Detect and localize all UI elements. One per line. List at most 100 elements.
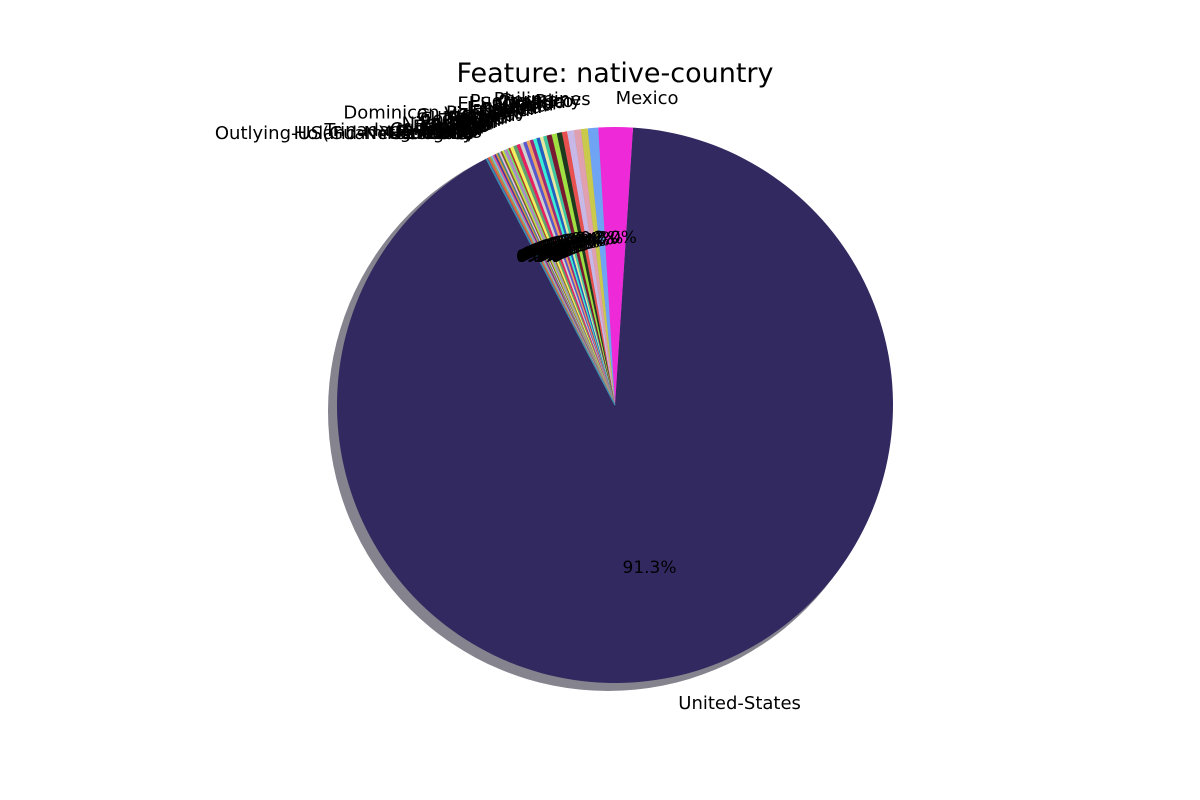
pie-category-label-nicaragua: Nicaragua (402, 113, 494, 134)
pie-category-label-thailand: Thailand (398, 122, 476, 143)
pie-category-label-outlying-us-guam-usvi-etc: Outlying-US(Guam-USVI-etc) (215, 123, 473, 144)
pie-percent-label-india: 0.3% (560, 232, 603, 252)
pie-slice-el-salvador (561, 131, 615, 405)
pie-category-label-jamaica: Jamaica (466, 98, 538, 119)
pie-category-label-yugoslavia: Yugoslavia (378, 123, 474, 144)
pie-slice-columbia (513, 145, 615, 405)
pie-category-label-guatemala: Guatemala (417, 105, 516, 126)
pie-slice-jamaica (543, 135, 615, 406)
pie-category-label-philippines: Philippines (494, 89, 591, 110)
pie-slice-philippines (587, 127, 615, 405)
pie-category-label-puerto-rico: Puerto-Rico (470, 91, 574, 112)
pie-percent-label-peru: 0.1% (526, 242, 569, 262)
pie-category-label-dominican-republic: Dominican-Republic (343, 102, 523, 123)
pie-category-label-china: China (479, 100, 530, 121)
pie-slice-nicaragua (503, 149, 615, 405)
pie-slice-guatemala (523, 141, 615, 405)
pie-slice-japan (519, 142, 615, 405)
pie-percent-label-japan: 0.2% (537, 238, 580, 258)
pie-slice-vietnam (526, 140, 615, 405)
pie-percent-label-laos: 0.1% (518, 246, 561, 266)
pie-percent-label-italy: 0.2% (545, 235, 588, 255)
pie-percent-label-taiwan: 0.2% (531, 240, 574, 260)
pie-category-label-el-salvador: El-Salvador (457, 93, 559, 114)
pie-category-label-india: India (509, 94, 553, 115)
pie-slice-united-states (337, 127, 893, 683)
pie-percent-label-layer: 91.3%2.0%0.6%0.4%0.4%0.4%0.3%0.3%0.3%0.3… (516, 228, 676, 578)
pie-percent-label-el-salvador: 0.3% (563, 231, 606, 251)
pie-slice-ecuador (497, 152, 615, 405)
pie-percent-label-cuba: 0.3% (557, 232, 600, 252)
pie-slice-cuba (551, 133, 615, 405)
pie-slice-france (500, 151, 615, 405)
pie-category-label-holand-netherlands: Holand-Netherlands (294, 123, 474, 144)
pie-category-label-mexico: Mexico (616, 88, 679, 109)
pie-slice-haiti (508, 147, 615, 405)
pie-percent-label-yugoslavia: 0.1% (517, 247, 560, 267)
pie-slice-puerto-rico (573, 129, 615, 405)
pie-percent-label-mexico: 2.0% (594, 228, 637, 248)
pie-percent-label-nicaragua: 0.1% (527, 242, 570, 262)
pie-percent-label-scotland: 0.0% (516, 247, 559, 267)
pie-slice-hong (494, 153, 615, 405)
pie-category-label-cambodia: Cambodia (390, 119, 481, 140)
pie-slice-laos (489, 156, 615, 405)
pie-category-label-england: England (469, 97, 542, 118)
pie-percent-label-philippines: 0.6% (580, 229, 623, 249)
pie-percent-label-guatemala: 0.2% (539, 237, 582, 257)
pie-slice-italy (532, 138, 615, 405)
pie-slice-mexico (598, 127, 634, 406)
pie-category-label-trinadad-tobago: Trinadad&Tobago (323, 120, 479, 141)
pie-category-label-layer: United-States Mexico PhilippinesGermanyPue… (215, 88, 801, 714)
pie-category-label-poland: Poland (448, 107, 508, 128)
pie-percent-label-greece: 0.1% (524, 243, 567, 263)
pie-percent-label-england: 0.3% (554, 233, 597, 253)
pie-category-label-haiti: Haiti (457, 111, 499, 132)
pie-percent-label-vietnam: 0.2% (541, 237, 584, 257)
pie-category-label-germany: Germany (498, 90, 581, 111)
pie-percent-label-china: 0.2% (547, 235, 590, 255)
pie-category-label-cuba: Cuba (502, 96, 548, 117)
pie-percent-label-thailand: 0.1% (518, 246, 561, 266)
pie-percent-label-canada: 0.4% (567, 230, 610, 250)
pie-slice-trinadad-tobago (490, 155, 615, 405)
pie-slice-germany (580, 128, 615, 405)
pie-percent-label-cambodia: 0.1% (520, 245, 563, 265)
pie-percent-label-hong: 0.1% (521, 245, 564, 265)
pie-category-label-laos: Laos (436, 121, 477, 142)
pie-category-label-ecuador: Ecuador (413, 117, 487, 138)
pie-slice-poland (516, 143, 615, 405)
pie-slice-peru (501, 150, 615, 405)
pie-slice-dominican-republic (529, 139, 615, 405)
pie-slice-cambodia (492, 154, 615, 405)
pie-category-label-ireland: Ireland (422, 117, 484, 138)
pie-category-label-hungary: Hungary (396, 123, 473, 144)
pie-slice-greece (498, 151, 615, 405)
pie-category-label-portugal: Portugal (420, 113, 495, 134)
pie-category-label-honduras: Honduras (387, 123, 474, 144)
pie-percent-label-france: 0.1% (525, 243, 568, 263)
pie-percent-label-jamaica: 0.2% (551, 234, 594, 254)
pie-category-label-columbia: Columbia (420, 109, 505, 130)
pie-percent-label-outlying-us-guam-usvi-etc: 0.0% (516, 247, 559, 267)
pie-percent-label-holand-netherlands: 0.0% (516, 247, 559, 267)
pie-slice-canada (566, 130, 615, 406)
chart-title: Feature: native-country (456, 58, 774, 89)
pie-percent-label-germany: 0.4% (575, 229, 618, 249)
pie-slice-china (536, 137, 615, 406)
pie-slice-south (539, 136, 615, 405)
pie-percent-label-poland: 0.2% (535, 239, 578, 259)
pie-percent-label-united-states: 91.3% (623, 558, 677, 578)
pie-slice-layer (337, 127, 893, 683)
pie-percent-label-trinadad-tobago: 0.1% (519, 246, 562, 266)
pie-percent-label-puerto-rico: 0.4% (571, 230, 614, 250)
pie-category-label-taiwan: Taiwan (439, 110, 501, 131)
pie-slice-taiwan (509, 146, 615, 406)
pie-category-label-peru: Peru (451, 114, 491, 135)
pie-category-label-greece: Greece (424, 116, 488, 137)
pie-category-label-vietnam: Vietnam (444, 104, 519, 125)
pie-category-label-italy: Italy (488, 101, 527, 122)
pie-percent-label-south: 0.2% (549, 234, 592, 254)
pie-slice-thailand (487, 157, 615, 405)
pie-slice-holand-netherlands (485, 158, 616, 406)
